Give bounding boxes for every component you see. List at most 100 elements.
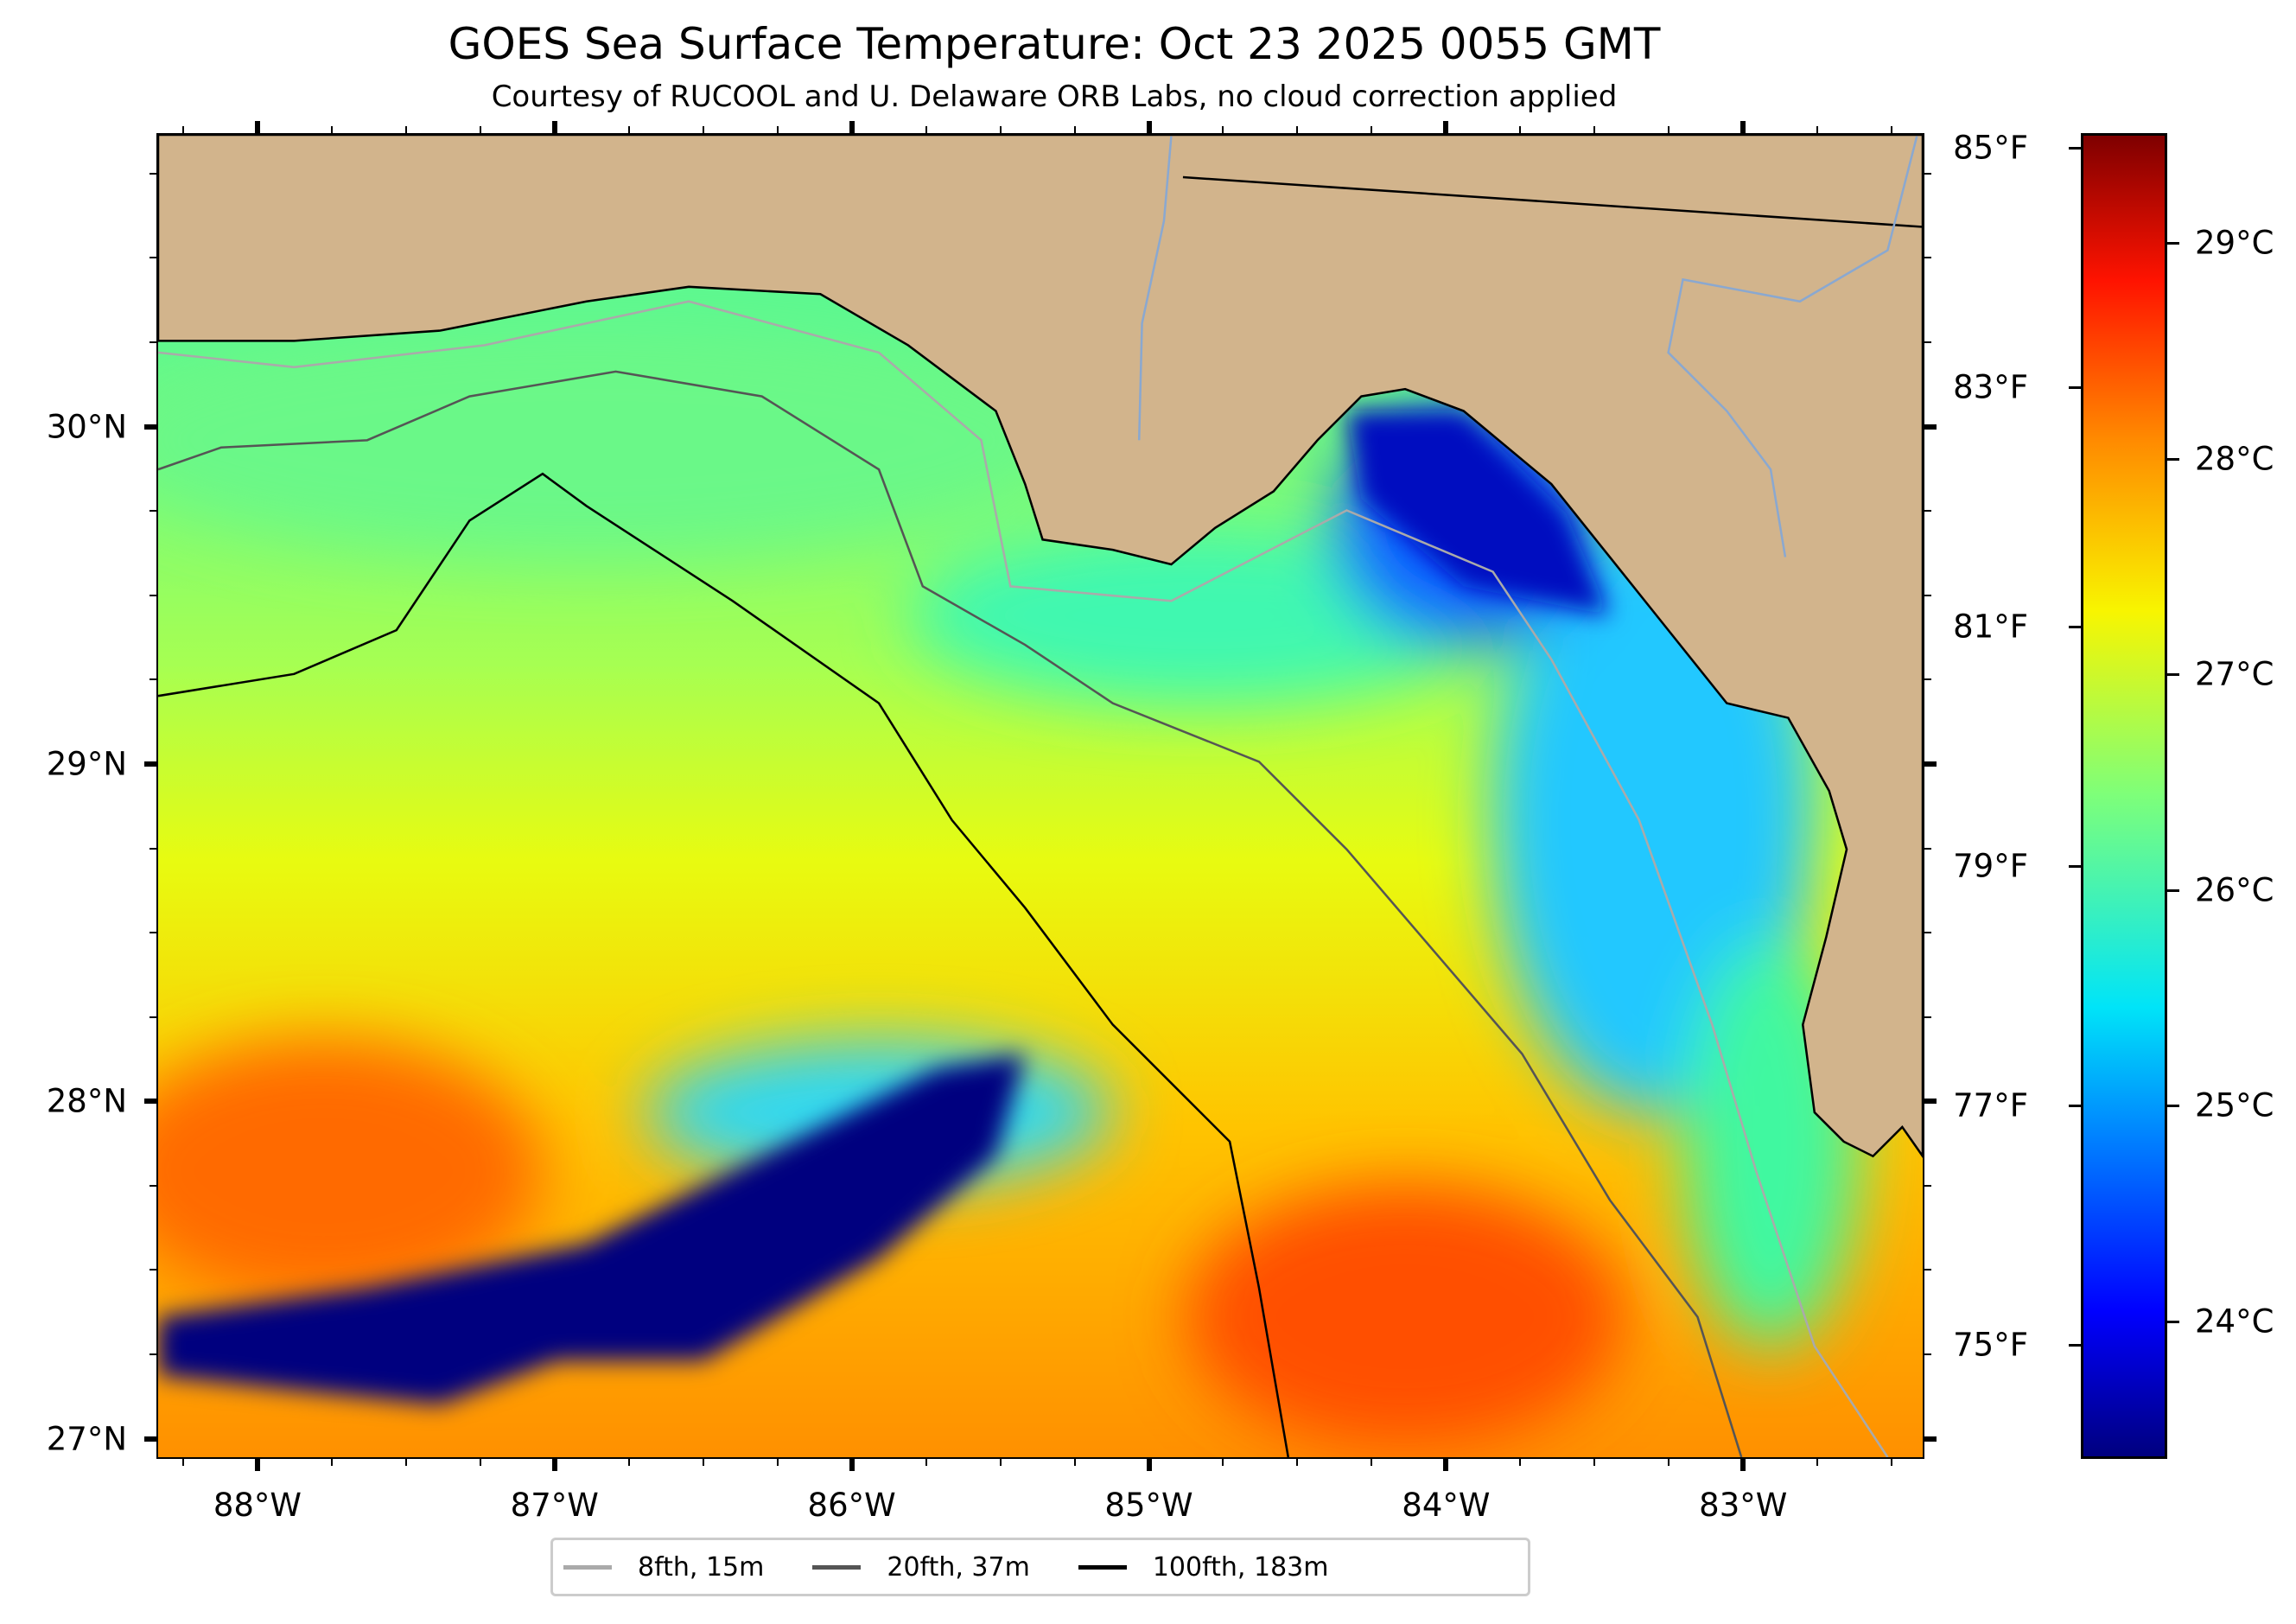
lat-minor-tick [149,678,156,681]
lon-tick-label: 85°W [1104,1487,1193,1524]
lon-major-tick [254,1459,260,1471]
lat-minor-tick [149,257,156,259]
lat-minor-tick [149,594,156,596]
legend-label: 20fth, 37m [887,1551,1030,1583]
sst-map [156,133,1924,1459]
lat-major-tick [1924,761,1937,767]
legend-item-20fth: 20fth, 37m [812,1551,1030,1583]
colorbar-c-tick [2167,457,2179,461]
lon-minor-tick [1816,126,1819,133]
lat-minor-tick [149,172,156,175]
lon-major-tick [1146,1459,1152,1471]
colorbar-c-label: 27°C [2195,655,2274,693]
lon-minor-tick [1371,126,1373,133]
colorbar [2081,133,2167,1459]
colorbar-f-tick [2069,1105,2081,1108]
lon-minor-tick [181,126,184,133]
lat-minor-tick [149,847,156,850]
legend-swatch [563,1564,612,1570]
colorbar-c-label: 28°C [2195,440,2274,478]
lat-minor-tick [149,1016,156,1018]
lon-major-tick [1740,1459,1746,1471]
colorbar-f-label: 79°F [1953,847,2028,885]
lon-tick-label: 86°W [807,1487,896,1524]
lon-minor-tick [776,1459,779,1466]
legend-label: 100fth, 183m [1152,1551,1329,1583]
isobath-8fth [158,300,1889,1457]
colorbar-f-tick [2069,625,2081,628]
lat-tick-label: 30°N [46,408,127,446]
lon-minor-tick [1073,1459,1076,1466]
colorbar-c-label: 24°C [2195,1302,2274,1341]
lon-minor-tick [181,1459,184,1466]
lat-minor-tick [1924,932,1931,934]
lon-major-tick [1740,121,1746,133]
lat-minor-tick [1924,1184,1931,1187]
lon-tick-label: 83°W [1699,1487,1788,1524]
lat-major-tick [144,1099,156,1105]
lat-minor-tick [1924,1353,1931,1355]
lon-minor-tick [627,1459,630,1466]
lon-minor-tick [404,126,407,133]
colorbar-f-label: 75°F [1953,1326,2028,1364]
colorbar-f-label: 83°F [1953,368,2028,406]
colorbar-f-label: 81°F [1953,608,2028,646]
colorbar-f-tick [2069,1344,2081,1347]
lat-major-tick [1924,1099,1937,1105]
lon-minor-tick [1593,1459,1596,1466]
cold-blob [158,411,1610,1405]
colorbar-f-label: 77°F [1953,1086,2028,1124]
lon-minor-tick [1296,1459,1299,1466]
lon-minor-tick [479,126,481,133]
lon-minor-tick [330,1459,333,1466]
lon-minor-tick [925,126,927,133]
lon-minor-tick [1296,126,1299,133]
lon-major-tick [1443,121,1449,133]
lon-minor-tick [776,126,779,133]
lon-minor-tick [1371,1459,1373,1466]
lon-major-tick [1146,121,1152,133]
lon-minor-tick [627,126,630,133]
colorbar-f-label: 85°F [1953,129,2028,167]
lon-major-tick [849,121,855,133]
colorbar-f-tick [2069,146,2081,150]
lon-minor-tick [1073,126,1076,133]
lat-tick-label: 28°N [46,1082,127,1120]
legend-swatch [1078,1564,1127,1570]
lat-minor-tick [1924,257,1931,259]
lon-minor-tick [702,126,704,133]
lon-minor-tick [330,126,333,133]
lon-minor-tick [479,1459,481,1466]
lon-minor-tick [925,1459,927,1466]
lat-minor-tick [149,510,156,513]
lon-major-tick [551,1459,557,1471]
lon-tick-label: 87°W [510,1487,599,1524]
lat-minor-tick [149,932,156,934]
lat-tick-label: 27°N [46,1420,127,1458]
lat-minor-tick [1924,341,1931,343]
lat-minor-tick [149,1269,156,1271]
lat-minor-tick [1924,510,1931,513]
lat-minor-tick [149,1353,156,1355]
lat-tick-label: 29°N [46,745,127,783]
lon-minor-tick [1891,1459,1893,1466]
legend-label: 8fth, 15m [638,1551,765,1583]
lon-minor-tick [1222,126,1224,133]
isobath-100fth [158,472,1290,1457]
lon-minor-tick [702,1459,704,1466]
lon-minor-tick [404,1459,407,1466]
state-border [1182,175,1923,228]
legend-swatch [812,1564,862,1570]
isobath-legend: 8fth, 15m 20fth, 37m 100fth, 183m [550,1538,1530,1596]
lon-major-tick [551,121,557,133]
lat-minor-tick [1924,594,1931,596]
legend-item-8fth: 8fth, 15m [563,1552,764,1583]
lat-major-tick [1924,1436,1937,1442]
lat-minor-tick [1924,172,1931,175]
lon-minor-tick [1519,126,1522,133]
isobath-20fth [158,370,1743,1457]
lat-major-tick [1924,424,1937,430]
lat-major-tick [144,761,156,767]
lat-major-tick [144,1436,156,1442]
lat-minor-tick [1924,1269,1931,1271]
